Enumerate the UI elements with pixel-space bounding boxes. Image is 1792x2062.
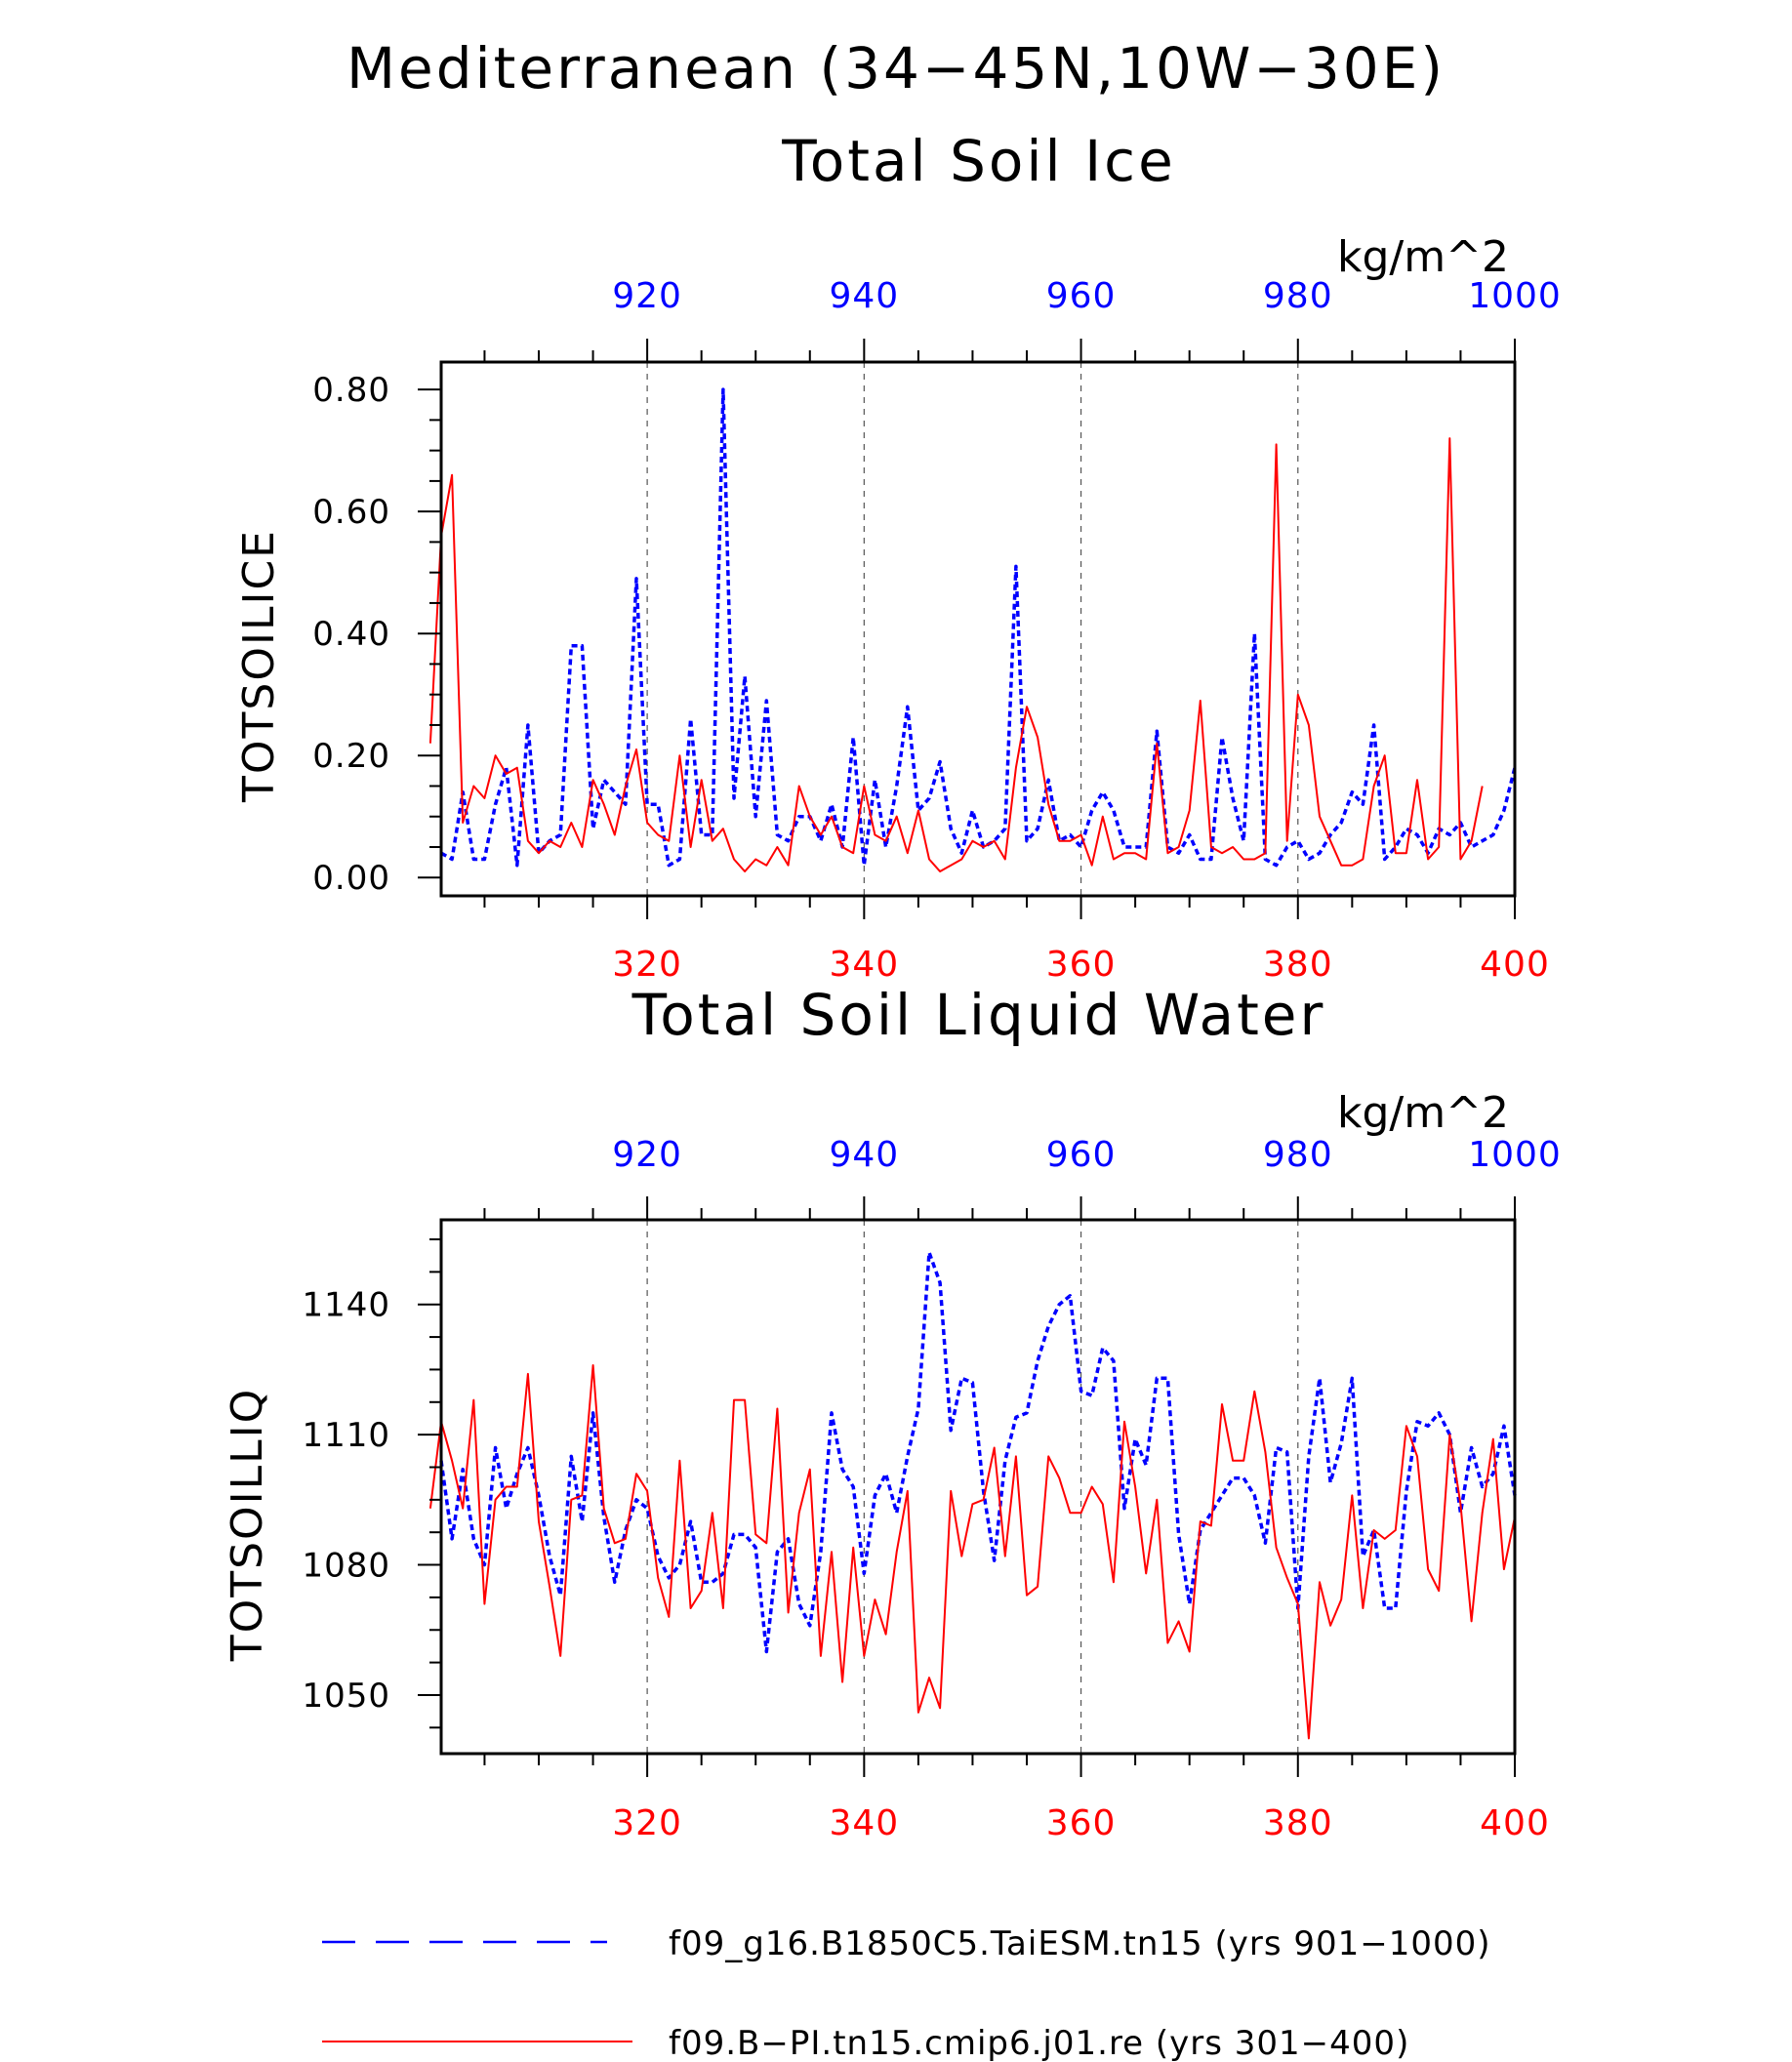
- axis-ticks: 320 340 360 380 400 920 940 960 980 1000 1050 1080 1…: [302, 1135, 1562, 1843]
- x-tick-label-top: 1000: [1468, 1135, 1562, 1175]
- x-tick-label-bottom: 320: [612, 1803, 682, 1843]
- legend-label-taiesm: f09_g16.B1850C5.TaiESM.tn15 (yrs 901−100…: [669, 1924, 1491, 1963]
- x-tick-label-bottom: 380: [1263, 945, 1333, 985]
- x-tick-label-top: 940: [829, 276, 899, 316]
- y-tick-label: 0.60: [312, 493, 390, 532]
- x-tick-label-top: 920: [612, 276, 682, 316]
- x-tick-label-bottom: 340: [829, 1803, 899, 1843]
- y-tick-label: 1080: [302, 1547, 390, 1586]
- y-tick-label: 1140: [302, 1286, 390, 1325]
- panel-total-soil-liquid-water: Total Soil Liquid Water kg/m^2 TOTSOILLI…: [223, 982, 1562, 1843]
- x-tick-label-bottom: 380: [1263, 1803, 1333, 1843]
- y-tick-label: 0.20: [312, 737, 390, 776]
- units-label: kg/m^2: [1337, 1088, 1509, 1138]
- axis-ticks: 320 340 360 380 400 920 940 960 980 1000 0.00 0.20 0…: [312, 276, 1562, 985]
- x-tick-label-top: 980: [1263, 1135, 1333, 1175]
- x-tick-label-bottom: 400: [1480, 1803, 1550, 1843]
- units-label: kg/m^2: [1337, 232, 1509, 282]
- x-tick-label-bottom: 320: [612, 945, 682, 985]
- x-tick-label-top: 940: [829, 1135, 899, 1175]
- series-lines: [428, 387, 1517, 872]
- x-tick-label-bottom: 360: [1046, 1803, 1117, 1843]
- y-tick-label: 0.00: [312, 859, 390, 898]
- legend: f09_g16.B1850C5.TaiESM.tn15 (yrs 901−100…: [322, 1924, 1491, 2062]
- panel-title: Total Soil Liquid Water: [631, 982, 1326, 1048]
- x-tick-label-top: 960: [1046, 1135, 1117, 1175]
- figure-title: Mediterranean (34−45N,10W−30E): [346, 35, 1446, 101]
- series-line-cmip6: [428, 437, 1484, 872]
- series-line-cmip6: [428, 1364, 1516, 1740]
- plot-frame: [439, 1218, 1517, 1756]
- series-line-taiesm: [439, 1250, 1517, 1654]
- y-axis-label: TOTSOILICE: [234, 529, 284, 803]
- series-line-taiesm: [440, 387, 1517, 868]
- x-tick-label-top: 1000: [1468, 276, 1562, 316]
- y-tick-label: 1110: [302, 1416, 390, 1455]
- x-tick-label-top: 960: [1046, 276, 1117, 316]
- panel-total-soil-ice: Total Soil Ice kg/m^2 TOTSOILICE 320 340 3…: [234, 128, 1562, 985]
- x-tick-label-bottom: 360: [1046, 945, 1117, 985]
- plot-frame: [439, 360, 1517, 898]
- legend-label-cmip6: f09.B−PI.tn15.cmip6.j01.re (yrs 301−400): [669, 2024, 1409, 2062]
- x-tick-label-top: 980: [1263, 276, 1333, 316]
- x-tick-label-bottom: 340: [829, 945, 899, 985]
- series-lines: [428, 1250, 1517, 1740]
- x-tick-label-bottom: 400: [1480, 945, 1550, 985]
- y-tick-label: 0.40: [312, 615, 390, 654]
- panel-title: Total Soil Ice: [781, 128, 1176, 194]
- x-tick-label-top: 920: [612, 1135, 682, 1175]
- y-tick-label: 0.80: [312, 371, 390, 410]
- y-axis-label: TOTSOILLIQ: [223, 1388, 272, 1663]
- y-tick-label: 1050: [302, 1677, 390, 1716]
